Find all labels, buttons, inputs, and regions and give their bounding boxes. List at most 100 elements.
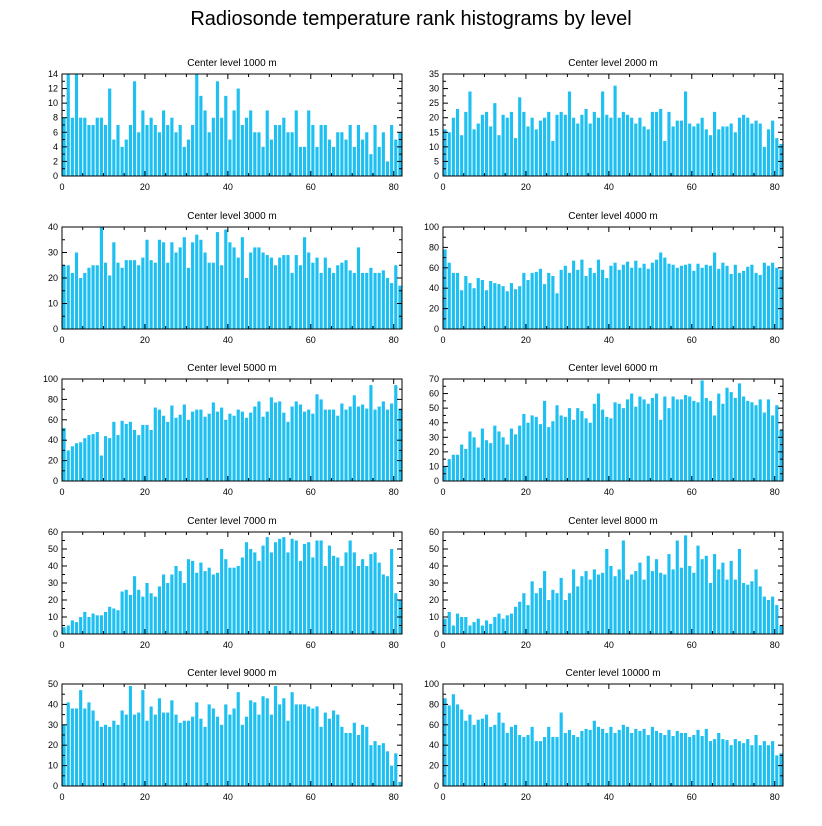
histogram-bar	[447, 611, 451, 634]
histogram-bar	[497, 613, 501, 634]
histogram-bar	[108, 275, 112, 329]
histogram-bar	[642, 126, 646, 176]
histogram-bar	[543, 400, 547, 481]
histogram-bar	[729, 392, 733, 481]
histogram-bar	[667, 729, 671, 786]
histogram-bar	[650, 571, 654, 634]
histogram-bar	[265, 698, 269, 786]
histogram-bar	[534, 129, 538, 176]
histogram-bar	[530, 415, 534, 481]
histogram-bar	[476, 447, 480, 481]
histogram-bar	[302, 543, 307, 634]
histogram-bar	[775, 605, 779, 634]
histogram-bar	[385, 161, 390, 176]
x-tick-label: 20	[521, 640, 531, 650]
histogram-bar	[79, 278, 83, 329]
x-tick-label: 40	[223, 335, 233, 345]
histogram-bar	[394, 753, 398, 786]
histogram-bar	[95, 265, 99, 329]
histogram-bar	[451, 694, 455, 786]
histogram-bar	[468, 431, 472, 481]
histogram-bar	[559, 712, 563, 786]
histogram-chart: 0 20 40 60 80 100 0 20 40 60 80	[424, 222, 784, 345]
histogram-bar	[754, 569, 758, 634]
histogram-bar	[294, 401, 298, 481]
histogram-bar	[323, 409, 327, 481]
histogram-bar	[186, 720, 191, 786]
histogram-bar	[132, 430, 137, 481]
histogram-bar	[361, 559, 365, 634]
histogram-bar	[170, 700, 174, 786]
histogram-bar	[451, 272, 455, 329]
x-tick-label: 60	[306, 792, 316, 802]
histogram-bar	[601, 572, 605, 634]
histogram-bar	[178, 414, 182, 481]
histogram-bar	[87, 125, 91, 176]
histogram-bar	[352, 395, 356, 481]
y-tick-label: 40	[48, 435, 58, 445]
histogram-bar	[153, 714, 157, 786]
histogram-bar	[323, 125, 327, 176]
histogram-bar	[713, 554, 717, 634]
histogram-bar	[601, 728, 605, 786]
histogram-bar	[103, 262, 108, 329]
histogram-bar	[365, 566, 369, 634]
histogram-bar	[290, 272, 294, 329]
histogram-bar	[265, 537, 269, 634]
histogram-bar	[91, 434, 95, 481]
x-tick-label: 20	[140, 335, 150, 345]
histogram-bar	[224, 95, 228, 176]
histogram-bar	[153, 125, 157, 176]
histogram-bar	[141, 424, 145, 481]
histogram-bar	[356, 125, 361, 176]
histogram-bar	[617, 403, 621, 481]
histogram-bar	[609, 566, 613, 634]
histogram-bar	[596, 259, 601, 329]
histogram-bar	[671, 264, 675, 329]
histogram-bar	[704, 555, 708, 634]
histogram-bar	[737, 741, 742, 786]
histogram-bar	[480, 428, 484, 481]
histogram-bar	[149, 117, 153, 176]
histogram-bar	[319, 125, 323, 176]
histogram-bar	[625, 399, 630, 481]
histogram-bar	[224, 704, 228, 786]
histogram-bar	[621, 264, 625, 329]
histogram-bar	[733, 132, 737, 176]
histogram-bar	[630, 393, 634, 481]
histogram-bar	[543, 737, 547, 786]
histogram-bar	[443, 698, 447, 786]
histogram-bar	[480, 718, 484, 786]
histogram-bar	[621, 540, 625, 634]
histogram-bar	[775, 267, 779, 329]
histogram-bar	[688, 737, 692, 786]
x-tick-label: 60	[306, 335, 316, 345]
x-tick-label: 80	[389, 640, 399, 650]
panel-title: Center level 2000 m	[568, 58, 658, 69]
histogram-bar	[124, 714, 128, 786]
histogram-bar	[232, 415, 236, 481]
x-tick-label: 60	[687, 792, 697, 802]
histogram-bar	[493, 617, 497, 634]
histogram-bar	[729, 123, 733, 176]
histogram-bar	[145, 239, 149, 329]
histogram-bar	[692, 270, 696, 329]
histogram-bar	[551, 737, 555, 786]
x-tick-label: 60	[306, 487, 316, 497]
histogram-bar	[240, 724, 244, 786]
histogram-bar	[381, 743, 385, 786]
histogram-bar	[377, 745, 381, 786]
histogram-bar	[203, 726, 207, 786]
histogram-bar	[555, 293, 559, 329]
histogram-bar	[572, 419, 576, 481]
histogram-bar	[141, 110, 145, 176]
histogram-bar	[754, 272, 758, 329]
histogram-bar	[352, 146, 356, 176]
x-tick-label: 20	[140, 640, 150, 650]
histogram-bar	[659, 419, 663, 481]
histogram-bar	[563, 416, 567, 481]
y-tick-label: 60	[429, 527, 439, 537]
histogram-bar	[199, 95, 203, 176]
x-tick-label: 40	[223, 792, 233, 802]
histogram-bar	[721, 262, 725, 329]
